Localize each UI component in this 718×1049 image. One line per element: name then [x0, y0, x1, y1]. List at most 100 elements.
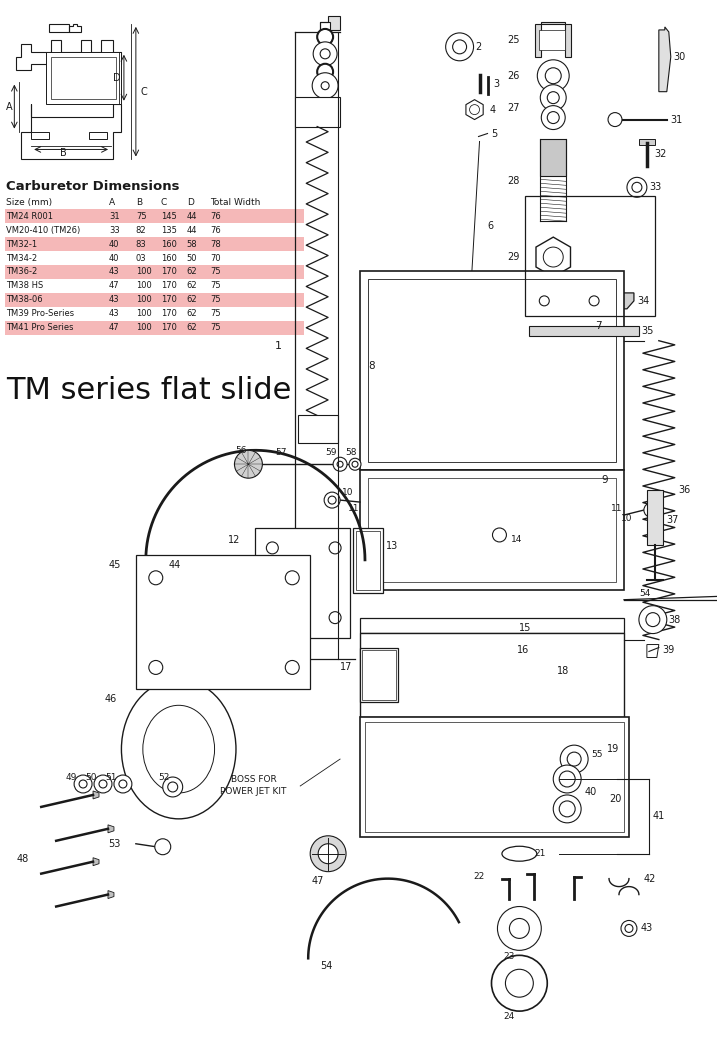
Text: 62: 62	[187, 267, 197, 277]
Text: 44: 44	[187, 226, 197, 235]
Text: 49: 49	[65, 772, 77, 782]
Polygon shape	[639, 140, 655, 146]
Polygon shape	[647, 644, 659, 658]
Circle shape	[149, 661, 163, 675]
Circle shape	[324, 492, 340, 508]
Ellipse shape	[470, 635, 549, 694]
Text: TM32-1: TM32-1	[6, 239, 37, 249]
Text: BOSS FOR: BOSS FOR	[230, 774, 276, 784]
Circle shape	[163, 777, 182, 797]
Text: 12: 12	[228, 535, 241, 544]
Bar	[46, 51, 121, 104]
Text: Total Width: Total Width	[210, 198, 261, 207]
Circle shape	[235, 450, 262, 478]
Bar	[5, 265, 304, 279]
Circle shape	[560, 745, 588, 773]
Circle shape	[317, 29, 333, 45]
Bar	[89, 131, 107, 140]
Bar	[353, 528, 383, 593]
Circle shape	[74, 775, 92, 793]
Text: 22: 22	[473, 872, 485, 881]
Text: 15: 15	[519, 623, 532, 633]
Circle shape	[333, 457, 347, 471]
Text: 13: 13	[386, 541, 398, 551]
Bar	[5, 321, 304, 335]
Circle shape	[79, 780, 87, 788]
Bar	[526, 196, 655, 316]
Text: 32: 32	[654, 149, 666, 159]
Text: TM34-2: TM34-2	[6, 254, 37, 262]
Text: 47: 47	[109, 323, 120, 333]
Text: 24: 24	[504, 1011, 515, 1021]
Text: 135: 135	[161, 226, 177, 235]
Text: 62: 62	[187, 281, 197, 291]
Text: 37: 37	[667, 515, 679, 524]
Circle shape	[537, 60, 569, 91]
Bar	[51, 57, 116, 99]
Text: 28: 28	[507, 176, 519, 187]
Polygon shape	[659, 27, 671, 91]
Bar	[360, 633, 624, 718]
Text: 35: 35	[641, 326, 653, 336]
Circle shape	[554, 765, 581, 793]
Circle shape	[149, 571, 163, 584]
Polygon shape	[108, 891, 114, 899]
Polygon shape	[466, 100, 483, 120]
Polygon shape	[108, 825, 114, 833]
Polygon shape	[93, 858, 99, 865]
Text: C: C	[161, 198, 167, 207]
Ellipse shape	[143, 705, 215, 793]
Text: 75: 75	[210, 281, 221, 291]
Text: 38: 38	[668, 615, 681, 624]
Text: 9: 9	[601, 475, 607, 486]
Text: TM36-2: TM36-2	[6, 267, 37, 277]
Circle shape	[119, 780, 127, 788]
Text: 31: 31	[671, 114, 683, 125]
Text: 39: 39	[662, 644, 674, 655]
Circle shape	[114, 775, 132, 793]
Text: 18: 18	[557, 666, 569, 677]
Circle shape	[285, 661, 299, 675]
Text: 30: 30	[673, 51, 686, 62]
Circle shape	[317, 64, 333, 80]
Text: 29: 29	[507, 252, 519, 262]
Text: 62: 62	[187, 309, 197, 318]
Circle shape	[545, 68, 561, 84]
Text: 48: 48	[17, 854, 29, 863]
Text: D: D	[113, 72, 121, 83]
Text: 10: 10	[342, 488, 353, 496]
Ellipse shape	[502, 847, 537, 861]
Circle shape	[318, 843, 338, 863]
Text: 62: 62	[187, 296, 197, 304]
Circle shape	[493, 528, 506, 542]
Circle shape	[589, 296, 599, 306]
Circle shape	[621, 920, 637, 937]
Circle shape	[321, 82, 329, 89]
Text: 43: 43	[109, 296, 120, 304]
Text: 145: 145	[161, 212, 177, 220]
Text: 11: 11	[611, 504, 623, 513]
Circle shape	[541, 85, 567, 110]
Text: 42: 42	[644, 874, 656, 883]
Text: 03: 03	[136, 254, 146, 262]
Text: TM38 HS: TM38 HS	[6, 281, 44, 291]
Text: B: B	[60, 149, 67, 158]
Circle shape	[644, 504, 658, 517]
Text: A: A	[6, 102, 13, 111]
Text: 100: 100	[136, 281, 151, 291]
Text: 19: 19	[607, 744, 620, 754]
Text: 160: 160	[161, 254, 177, 262]
Circle shape	[505, 969, 533, 998]
Text: 78: 78	[210, 239, 221, 249]
Text: 82: 82	[136, 226, 146, 235]
Text: TM24 R001: TM24 R001	[6, 212, 53, 220]
Text: 170: 170	[161, 267, 177, 277]
Polygon shape	[536, 22, 572, 57]
Circle shape	[498, 906, 541, 950]
Circle shape	[329, 542, 341, 554]
Text: 27: 27	[507, 103, 519, 112]
Bar	[360, 271, 624, 470]
Text: 41: 41	[653, 811, 665, 821]
Polygon shape	[93, 791, 99, 799]
Circle shape	[559, 771, 575, 787]
